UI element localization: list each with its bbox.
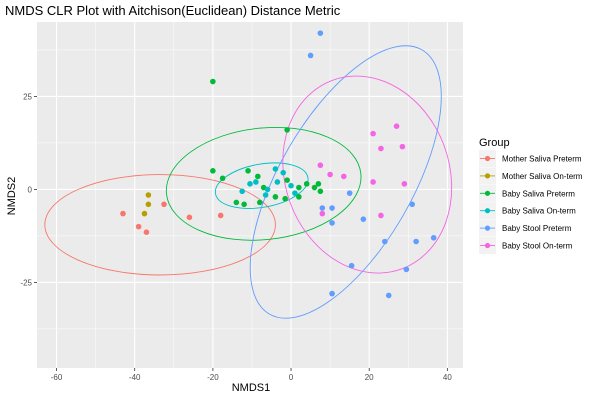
ellipses-layer xyxy=(44,45,453,319)
data-point xyxy=(370,179,376,185)
data-point xyxy=(327,171,333,178)
data-point xyxy=(378,212,384,219)
data-point xyxy=(382,238,388,245)
legend-label: Baby Stool On-term xyxy=(502,242,573,251)
data-point xyxy=(307,52,314,59)
legend-key-point xyxy=(484,173,491,179)
data-point xyxy=(317,188,324,195)
data-point xyxy=(247,181,253,187)
data-point xyxy=(143,229,150,236)
data-point xyxy=(378,145,384,152)
legend-key-point xyxy=(484,242,491,249)
data-point xyxy=(161,201,167,208)
confidence-ellipse xyxy=(249,45,442,319)
data-point xyxy=(292,190,298,196)
data-point xyxy=(311,184,318,191)
data-point xyxy=(241,201,247,208)
y-axis-title: NMDS2 xyxy=(6,177,18,216)
legend: Group Mother Saliva Preterm Mother Saliva … xyxy=(479,137,583,254)
data-point xyxy=(360,216,367,222)
data-point xyxy=(210,168,216,174)
legend-label: Baby Saliva On-term xyxy=(502,207,576,216)
data-point xyxy=(256,199,263,206)
confidence-ellipse xyxy=(165,126,362,241)
data-point xyxy=(145,201,152,208)
data-point xyxy=(135,223,142,230)
data-point xyxy=(217,212,224,219)
data-point xyxy=(233,199,240,206)
data-point xyxy=(329,220,335,226)
x-tick-label: 40 xyxy=(443,373,452,382)
legend-key-point xyxy=(484,208,491,214)
data-point xyxy=(284,127,290,133)
data-point xyxy=(319,205,326,211)
data-point xyxy=(303,181,310,187)
legend-label: Baby Saliva Preterm xyxy=(502,189,575,198)
data-point xyxy=(280,169,287,176)
legend-label: Mother Saliva On-term xyxy=(502,172,583,181)
data-point xyxy=(401,181,408,187)
chart-title: NMDS CLR Plot with Aitchison(Euclidean) … xyxy=(5,3,341,18)
data-point xyxy=(284,177,290,183)
legend-key-point xyxy=(484,190,491,196)
x-tick-label: -20 xyxy=(207,373,219,382)
legend-key-point xyxy=(484,155,491,162)
data-point xyxy=(120,210,126,217)
plot-background xyxy=(37,22,463,368)
legend-key-point xyxy=(484,225,491,231)
data-point xyxy=(348,262,355,269)
data-point xyxy=(186,214,193,221)
data-point xyxy=(403,266,410,273)
data-point xyxy=(272,166,279,172)
data-point xyxy=(253,179,259,185)
confidence-ellipse xyxy=(214,162,309,209)
data-point xyxy=(282,195,288,202)
data-point xyxy=(274,179,281,185)
legend-label: Baby Stool Preterm xyxy=(502,224,572,233)
x-tick-label: 20 xyxy=(365,373,374,382)
data-point xyxy=(210,78,216,85)
data-point xyxy=(346,190,353,196)
data-point xyxy=(399,143,406,150)
x-axis-title: NMDS1 xyxy=(232,382,271,394)
y-tick-label: 25 xyxy=(23,92,32,101)
data-point xyxy=(393,123,400,129)
data-point xyxy=(430,234,437,241)
data-point xyxy=(317,30,324,36)
y-tick-label: -25 xyxy=(20,278,32,287)
data-point xyxy=(340,173,347,180)
data-point xyxy=(370,130,376,137)
data-point xyxy=(413,238,419,245)
data-point xyxy=(385,292,392,299)
data-point xyxy=(262,192,269,198)
x-tick-label: -60 xyxy=(51,373,63,382)
data-point xyxy=(272,194,279,200)
confidence-ellipse xyxy=(282,75,453,274)
data-point xyxy=(145,192,152,198)
data-point xyxy=(141,210,148,217)
data-point xyxy=(319,210,326,217)
data-point xyxy=(296,184,302,191)
data-point xyxy=(296,194,302,200)
data-point xyxy=(409,201,415,208)
data-point xyxy=(219,175,226,182)
y-tick-label: 0 xyxy=(28,185,33,194)
data-point xyxy=(329,205,335,211)
x-tick-label: 0 xyxy=(289,373,294,382)
data-point xyxy=(329,290,335,297)
data-point xyxy=(255,173,261,180)
data-point xyxy=(288,182,294,189)
data-point xyxy=(264,186,271,193)
legend-title: Group xyxy=(479,137,510,149)
data-point xyxy=(317,162,324,169)
data-point xyxy=(239,188,245,195)
legend-label: Mother Saliva Preterm xyxy=(502,155,582,164)
x-tick-label: -40 xyxy=(129,373,141,382)
data-point xyxy=(315,181,322,187)
data-point xyxy=(245,168,251,174)
confidence-ellipse xyxy=(44,174,276,276)
plot-area: -60 -40 -20 0 20 40 -25 0 25 xyxy=(20,22,463,382)
